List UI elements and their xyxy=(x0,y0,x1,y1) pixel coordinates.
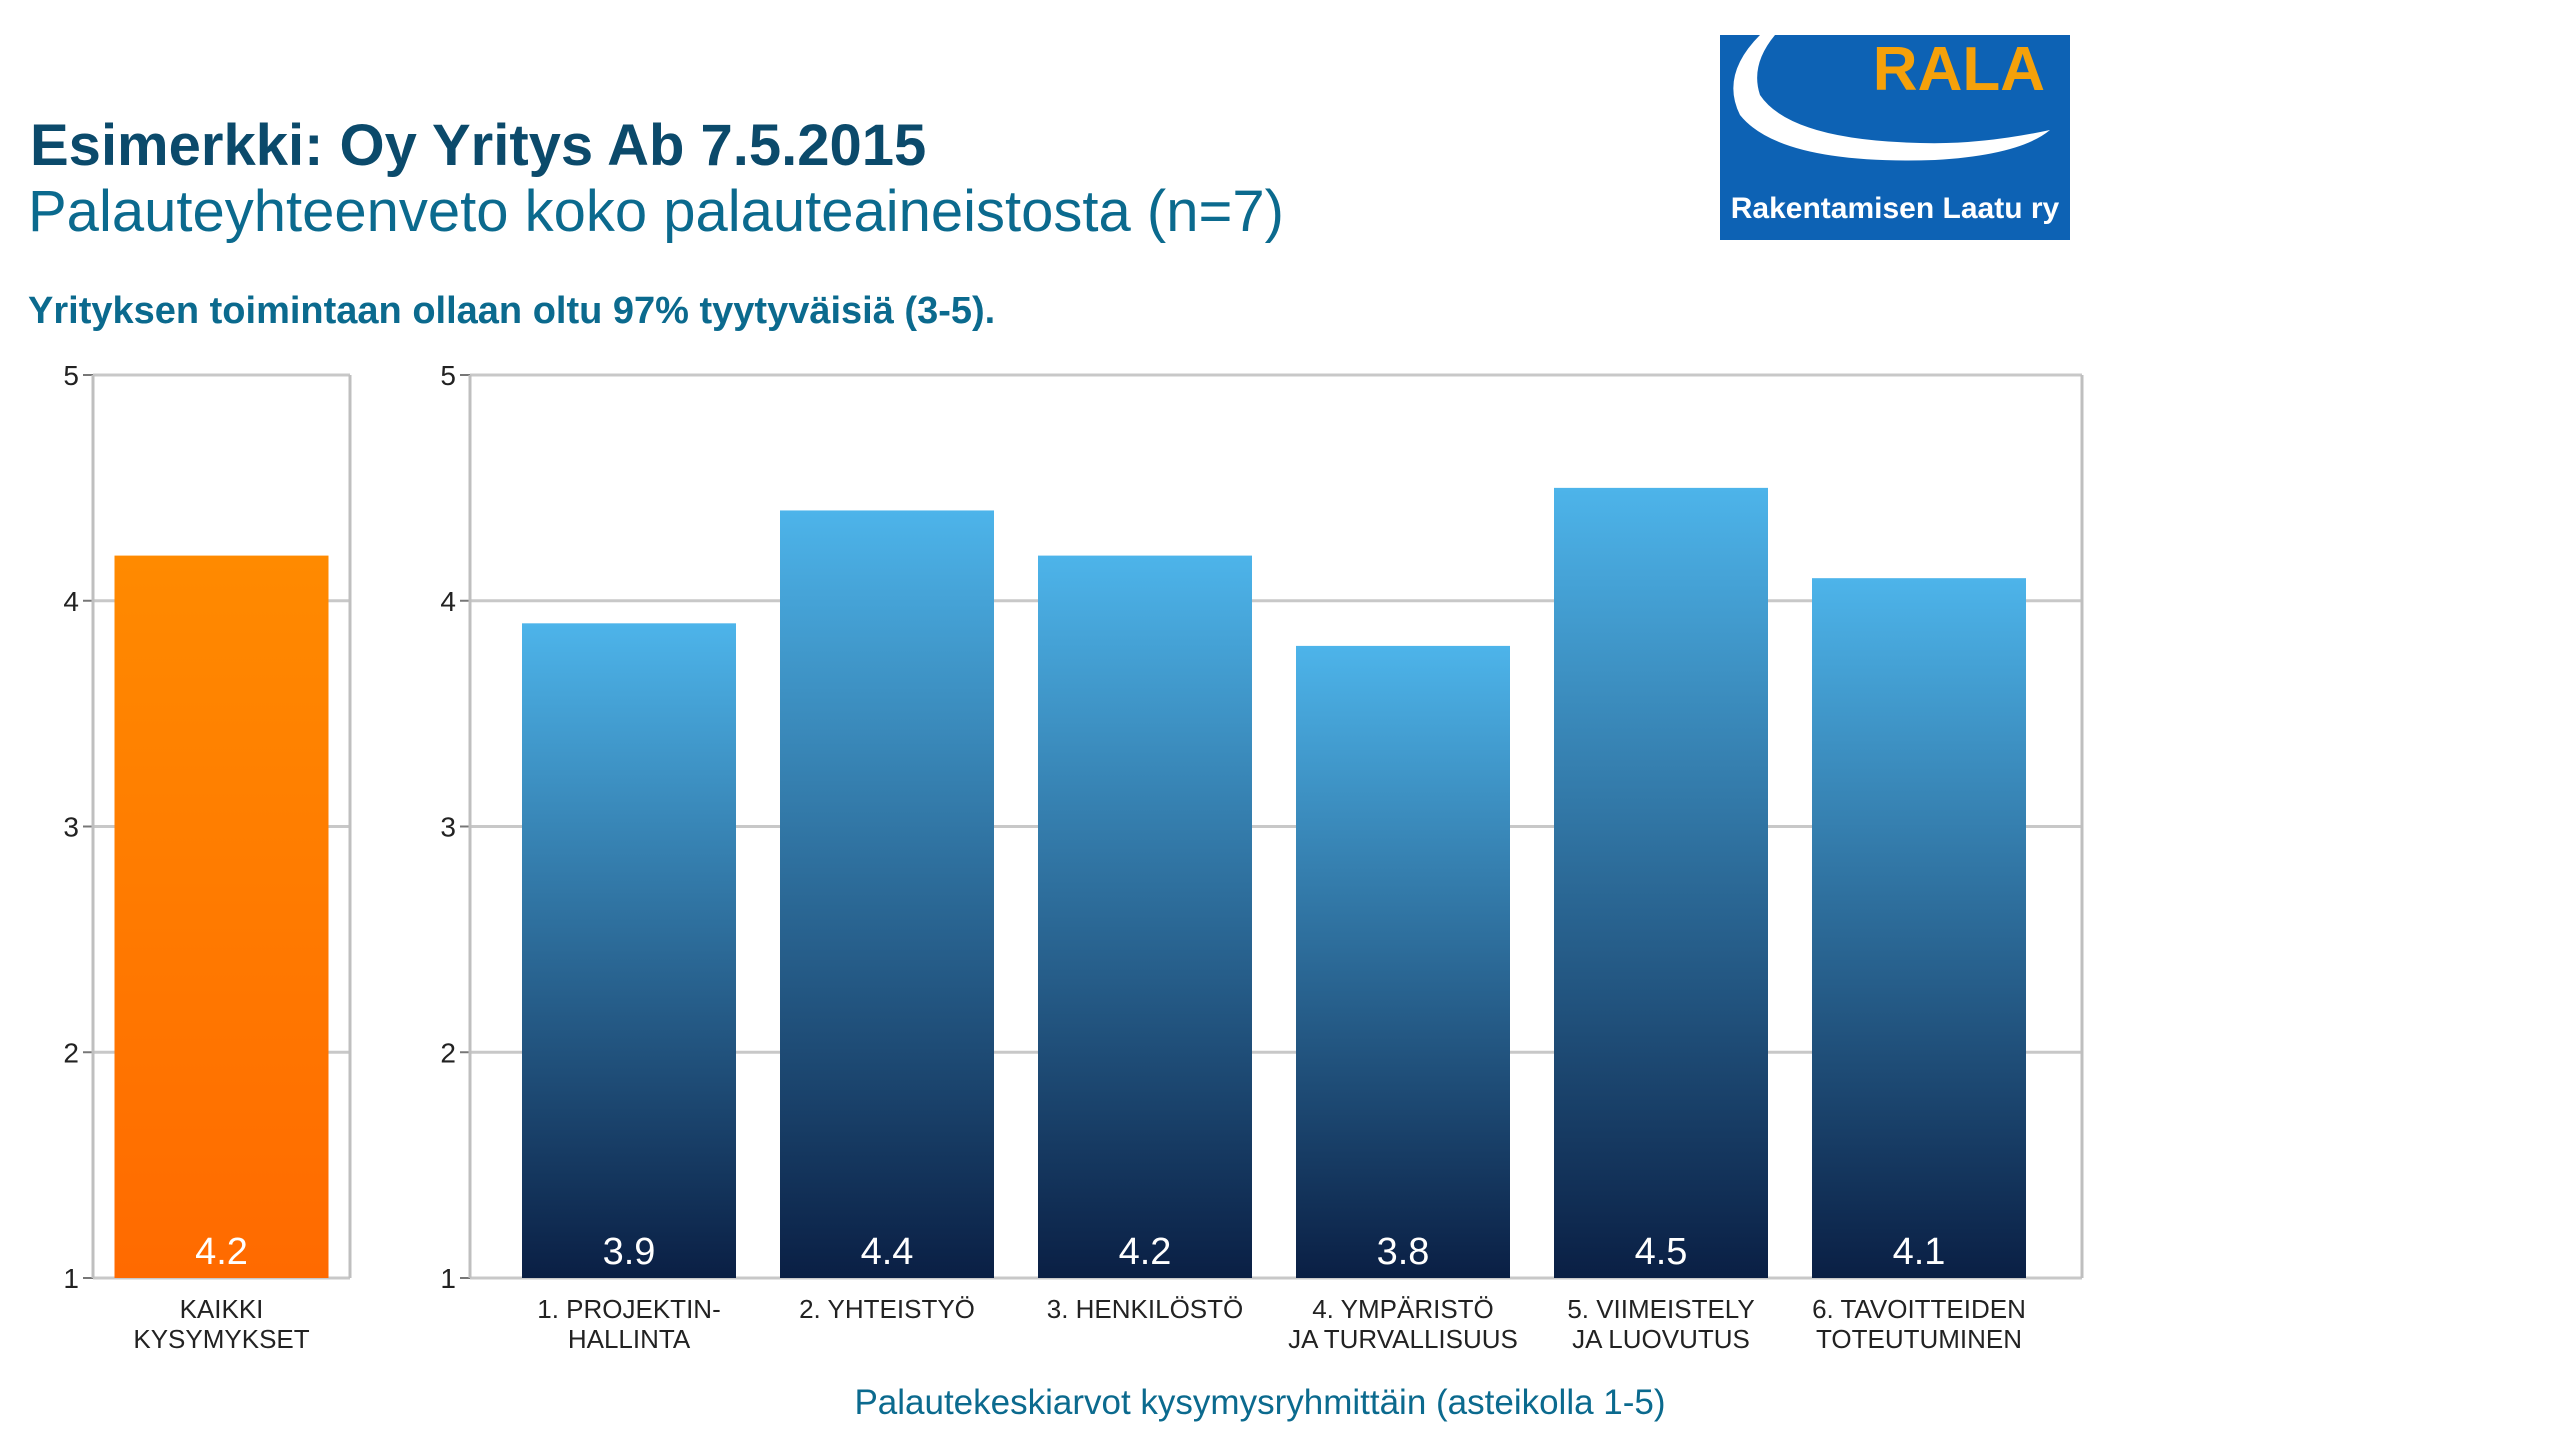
summary-headline: Yrityksen toimintaan ollaan oltu 97% tyy… xyxy=(28,290,996,332)
y-tick-label: 1 xyxy=(63,1263,79,1294)
category-label: 4. YMPÄRISTÖ JA TURVALLISUUS xyxy=(1288,1294,1518,1354)
y-tick-label: 5 xyxy=(440,360,456,391)
logo-swoosh xyxy=(1733,35,2050,161)
overall-chart: 1 2 3 4 5 4.2 KAIKKI KYSYMYKSET xyxy=(63,360,352,1354)
category-label: 3. HENKILÖSTÖ xyxy=(1047,1294,1244,1324)
category-label: 2. YHTEISTYÖ xyxy=(799,1294,975,1324)
logo-tagline: Rakentamisen Laatu ry xyxy=(1731,192,2060,225)
bar-value-label: 4.2 xyxy=(195,1231,248,1273)
bar-value-label: 4.5 xyxy=(1635,1231,1688,1273)
bar xyxy=(114,555,329,1278)
y-tick-label: 3 xyxy=(440,812,456,843)
logo-name: RALA xyxy=(1873,35,2045,104)
bar-value-label: 3.8 xyxy=(1377,1231,1430,1273)
bar xyxy=(780,510,994,1278)
bar-value-label: 4.2 xyxy=(1119,1231,1172,1273)
groups-chart: 1 2 3 4 5 3.9 1. PROJEKTIN-HALLINTA 4.4 2. YHTEI… xyxy=(440,360,2084,1354)
bar xyxy=(1296,645,1510,1278)
y-tick-label: 2 xyxy=(63,1037,79,1068)
y-tick-label: 2 xyxy=(440,1037,456,1068)
y-tick-label: 4 xyxy=(440,586,456,617)
page-title: Esimerkki: Oy Yritys Ab 7.5.2015 xyxy=(30,113,927,178)
category-label: KAIKKI KYSYMYKSET xyxy=(133,1294,309,1354)
x-axis-caption: Palautekeskiarvot kysymysryhmittäin (ast… xyxy=(854,1383,1666,1422)
y-tick-label: 4 xyxy=(63,586,79,617)
y-tick-label: 1 xyxy=(440,1263,456,1294)
y-tick-label: 3 xyxy=(63,812,79,843)
bar xyxy=(1554,487,1768,1278)
bar xyxy=(1038,555,1252,1278)
bar-value-label: 4.4 xyxy=(861,1231,914,1273)
rala-logo: RALA Rakentamisen Laatu ry xyxy=(1720,35,2070,240)
y-tick-label: 5 xyxy=(63,360,79,391)
category-label: 6. TAVOITTEIDEN TOTEUTUMINEN xyxy=(1812,1294,2026,1354)
bar-value-label: 3.9 xyxy=(603,1231,656,1273)
bar xyxy=(1812,578,2026,1278)
page-subtitle: Palauteyhteenveto koko palauteaineistost… xyxy=(28,179,1284,244)
category-label: 5. VIIMEISTELY JA LUOVUTUS xyxy=(1567,1294,1754,1354)
bar-value-label: 4.1 xyxy=(1893,1231,1946,1273)
category-label: 1. PROJEKTIN-HALLINTA xyxy=(537,1294,720,1354)
bar xyxy=(522,623,736,1278)
